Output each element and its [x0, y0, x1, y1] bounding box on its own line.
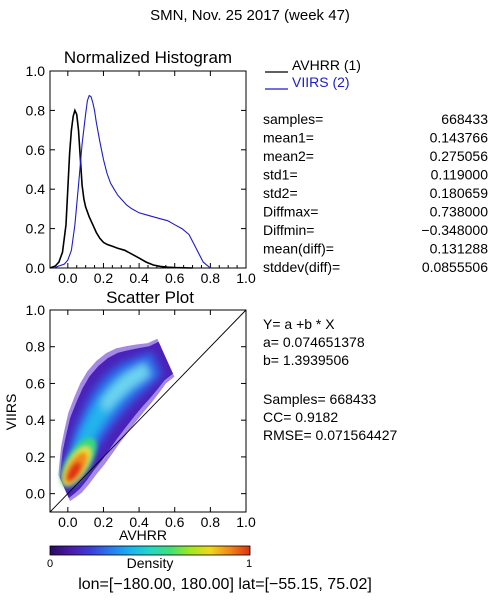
- stat-label: Diffmax=: [263, 204, 318, 220]
- hist-series-1: [49, 108, 193, 269]
- hist-xtick-label: 1.0: [236, 270, 256, 286]
- scatter-xtick-label: 0.4: [129, 514, 149, 530]
- density-colorbar: Density 0 1: [47, 545, 252, 571]
- legend-label-avhrr: AVHRR (1): [292, 57, 361, 73]
- scatter-chart: Scatter Plot 0.0 0.2 0.4 0.6 0.8 1.0 0.0 0.2 0.4…: [3, 288, 397, 543]
- stat-label: mean2=: [263, 148, 314, 164]
- footer-coordinates: lon=[−180.00, 180.00] lat=[−55.15, 75.02…: [78, 576, 372, 593]
- scatter-xtick-label: 0.2: [94, 514, 114, 530]
- scatter-ticks: 0.0 0.2 0.4 0.6 0.8 1.0 0.0 0.2 0.4 0.6 0.8 1.0: [26, 302, 256, 530]
- one-to-one-line: [49, 309, 247, 513]
- scatter-y-label: VIIRS: [3, 394, 19, 431]
- scatter-plot-frame: [49, 309, 247, 513]
- scatter-stats: Samples= 668433 CC= 0.9182 RMSE= 0.07156…: [263, 391, 397, 443]
- regression-text: Y= a +b * X a= 0.074651378 b= 1.3939506: [263, 316, 365, 368]
- legend-label-viirs: VIIRS (2): [292, 74, 350, 90]
- page-title: SMN, Nov. 25 2017 (week 47): [150, 7, 350, 24]
- scatter-ytick-label: 0.0: [26, 486, 46, 502]
- stat-value: 0.143766: [430, 130, 489, 146]
- hist-ytick-label: 0.2: [26, 221, 46, 237]
- histogram-stats: samples= 668433 mean1= 0.143766 mean2= 0.2750…: [263, 111, 488, 275]
- density-cloud: [58, 338, 175, 502]
- stat-value: 0.131288: [430, 241, 489, 257]
- scatter-ytick-label: 0.6: [26, 375, 46, 391]
- hist-ytick-label: 0.4: [26, 181, 46, 197]
- stat-value: 0.738000: [430, 204, 489, 220]
- stat-value: 0.0855506: [422, 259, 488, 275]
- scatter-xtick-label: 1.0: [236, 514, 256, 530]
- scatter-ytick-label: 0.8: [26, 339, 46, 355]
- scatter-xtick-label: 0.8: [201, 514, 221, 530]
- hist-xtick-label: 0.6: [165, 270, 185, 286]
- hist-series-2: [53, 94, 211, 269]
- scatter-ytick-label: 0.4: [26, 412, 46, 428]
- scatter-ytick-label: 1.0: [26, 302, 46, 318]
- hist-ytick-label: 0.0: [26, 260, 46, 276]
- histogram-legend: AVHRR (1) VIIRS (2): [265, 57, 361, 90]
- histogram-title: Normalized Histogram: [64, 48, 232, 67]
- histogram-chart: Normalized Histogram 0.0 0.2 0.4 0.6 0.8 1.00…: [26, 48, 489, 286]
- regression-b: b= 1.3939506: [263, 352, 349, 368]
- hist-xtick-label: 0.2: [94, 270, 114, 286]
- hist-xtick-label: 0.4: [129, 270, 149, 286]
- histogram-series: [49, 94, 211, 269]
- stat-label: mean(diff)=: [263, 241, 334, 257]
- colorbar-label: Density: [127, 555, 174, 571]
- stat-value: 0.275056: [430, 148, 489, 164]
- stat-label: samples=: [263, 111, 323, 127]
- scatter-ytick-label: 0.2: [26, 449, 46, 465]
- colorbar-ramp: [49, 545, 251, 556]
- stat-label: Diffmin=: [263, 222, 314, 238]
- hist-ytick-label: 0.6: [26, 142, 46, 158]
- scatter-xtick-label: 0.0: [58, 514, 78, 530]
- regression-equation: Y= a +b * X: [263, 316, 335, 332]
- stat-label: stddev(diff)=: [263, 259, 340, 275]
- hist-ytick-label: 0.8: [26, 102, 46, 118]
- stat-label: std2=: [263, 185, 298, 201]
- scatter-rmse: RMSE= 0.071564427: [263, 427, 397, 443]
- scatter-xtick-label: 0.6: [165, 514, 185, 530]
- stat-label: mean1=: [263, 130, 314, 146]
- scatter-x-label: AVHRR: [119, 527, 167, 543]
- scatter-title: Scatter Plot: [106, 288, 194, 307]
- scatter-cc: CC= 0.9182: [263, 409, 338, 425]
- stat-value: 0.180659: [430, 185, 489, 201]
- histogram-ticks: 0.0 0.2 0.4 0.6 0.8 1.0 0.0 0.2 0.4 0.6 0.8 1.0: [26, 63, 256, 286]
- colorbar-min-label: 0: [47, 558, 53, 570]
- hist-ytick-label: 1.0: [26, 63, 46, 79]
- stat-value: 0.119000: [431, 167, 489, 183]
- stat-value: 668433: [441, 111, 488, 127]
- regression-a: a= 0.074651378: [263, 334, 365, 350]
- scatter-samples: Samples= 668433: [263, 391, 376, 407]
- density-hotspot: [60, 437, 97, 488]
- stat-value: −0.348000: [421, 222, 488, 238]
- hist-xtick-label: 0.8: [201, 270, 221, 286]
- hist-xtick-label: 0.0: [58, 270, 78, 286]
- colorbar-max-label: 1: [246, 558, 252, 570]
- stat-label: std1=: [263, 167, 298, 183]
